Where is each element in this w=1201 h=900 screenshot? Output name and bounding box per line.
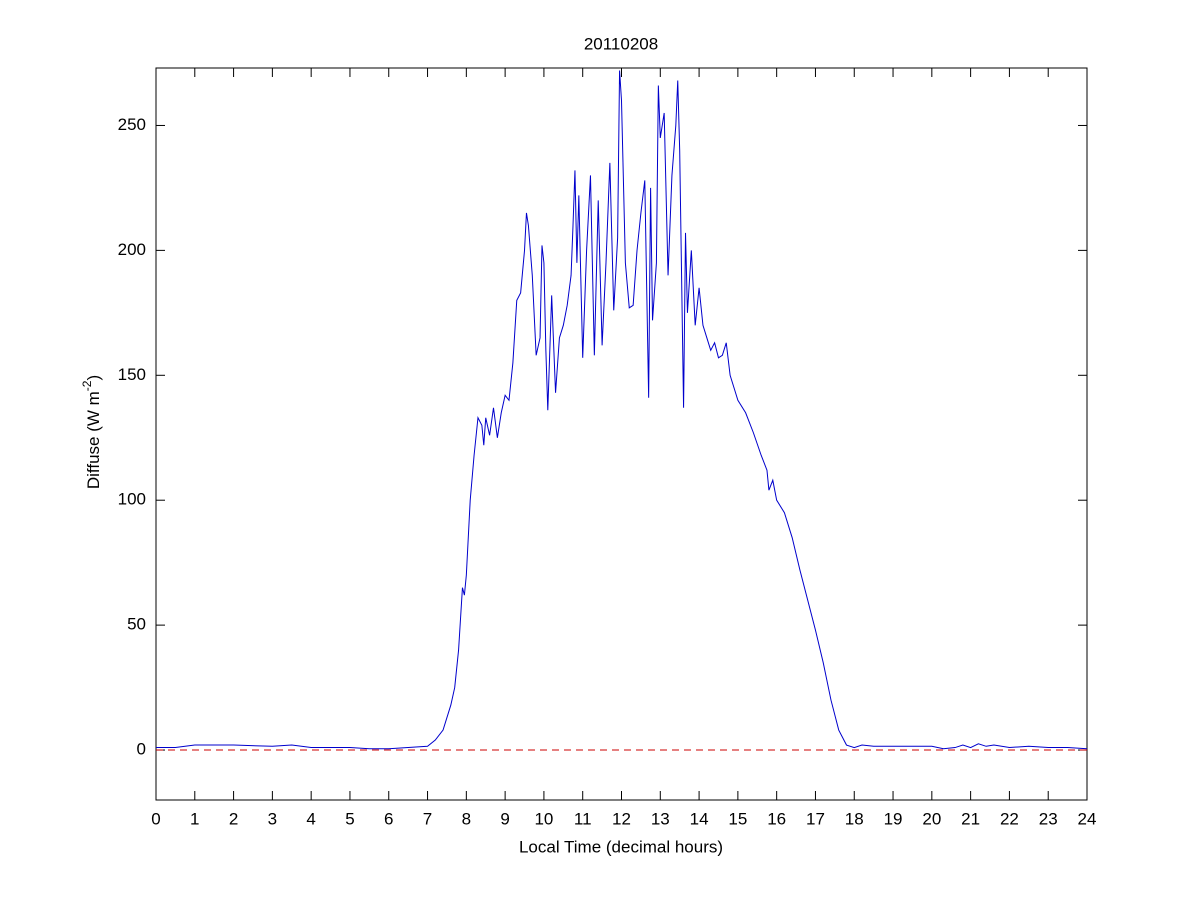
x-tick-label: 10 [534, 809, 553, 828]
x-tick-label: 24 [1078, 809, 1097, 828]
y-tick-label: 250 [118, 115, 146, 134]
plot-area [155, 67, 1088, 801]
x-tick-label: 22 [1000, 809, 1019, 828]
x-tick-label: 13 [651, 809, 670, 828]
x-tick-label: 5 [345, 809, 354, 828]
y-tick-label: 100 [118, 490, 146, 509]
x-tick-label: 15 [728, 809, 747, 828]
y-tick-label: 150 [118, 365, 146, 384]
x-tick-label: 20 [922, 809, 941, 828]
x-tick-label: 2 [229, 809, 238, 828]
x-tick-label: 6 [384, 809, 393, 828]
x-tick-label: 4 [306, 809, 315, 828]
x-tick-label: 16 [767, 809, 786, 828]
x-tick-label: 9 [500, 809, 509, 828]
y-tick-label: 200 [118, 240, 146, 259]
x-tick-label: 0 [151, 809, 160, 828]
x-tick-label: 7 [423, 809, 432, 828]
data-line [156, 70, 1088, 750]
x-tick-label: 21 [961, 809, 980, 828]
x-tick-label: 18 [845, 809, 864, 828]
x-tick-label: 14 [690, 809, 709, 828]
y-axis-label: Diffuse (W m-2) [80, 375, 103, 489]
x-tick-label: 3 [268, 809, 277, 828]
y-tick-label: 50 [127, 615, 146, 634]
x-tick-label: 19 [884, 809, 903, 828]
x-tick-label: 17 [806, 809, 825, 828]
x-tick-label: 23 [1039, 809, 1058, 828]
chart-title: 20110208 [584, 34, 658, 53]
x-tick-label: 1 [190, 809, 199, 828]
x-tick-label: 8 [462, 809, 471, 828]
x-tick-label: 11 [574, 809, 592, 828]
x-tick-label: 12 [612, 809, 631, 828]
y-label-tail: ) [84, 375, 103, 381]
y-tick-label: 0 [137, 740, 146, 759]
y-label-main: Diffuse (W m [84, 391, 103, 489]
y-label-sup: -2 [80, 380, 94, 391]
x-axis-label: Local Time (decimal hours) [519, 837, 723, 856]
